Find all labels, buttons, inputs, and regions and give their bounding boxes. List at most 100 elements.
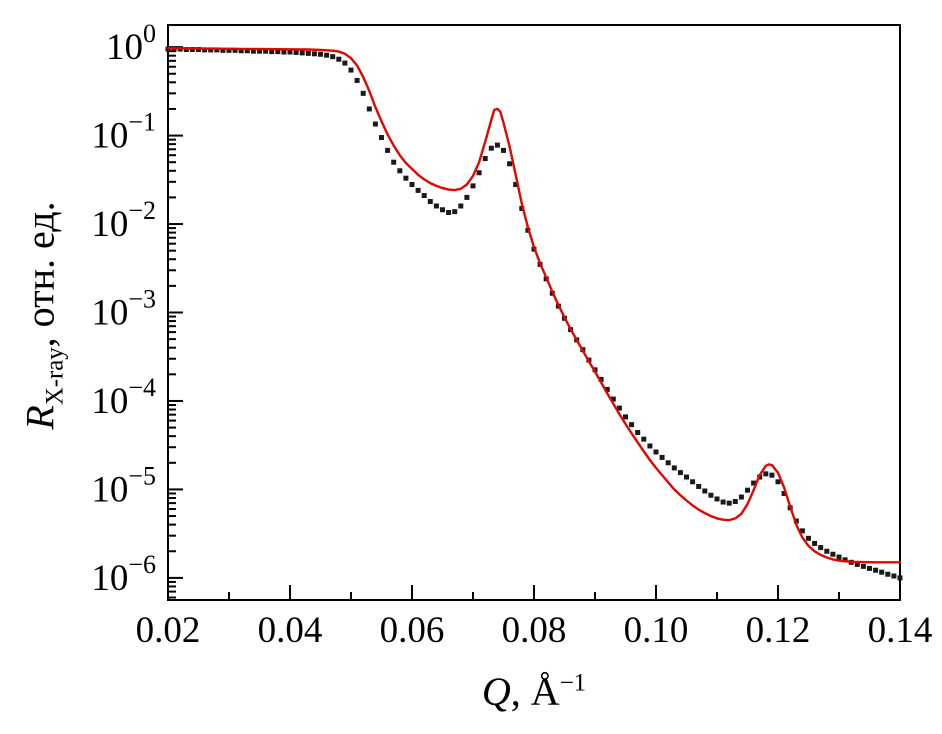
y-tick-label: 10−4 xyxy=(91,373,156,422)
data-point xyxy=(763,471,769,477)
data-point xyxy=(397,168,403,174)
data-point xyxy=(799,528,805,534)
data-point xyxy=(781,490,787,496)
data-point xyxy=(873,567,879,573)
data-point xyxy=(879,569,885,575)
x-tick-label: 0.02 xyxy=(136,610,201,651)
data-point xyxy=(244,48,250,54)
data-point xyxy=(616,405,622,411)
x-tick-label: 0.04 xyxy=(258,610,323,651)
data-point xyxy=(860,563,866,569)
x-axis-variable: Q xyxy=(481,669,511,714)
data-point xyxy=(427,198,433,204)
data-point xyxy=(775,479,781,485)
x-axis-exponent: −1 xyxy=(559,669,587,697)
x-tick-label: 0.08 xyxy=(502,610,567,651)
data-point xyxy=(641,436,647,442)
data-point xyxy=(440,207,445,213)
x-axis-label: Q, Å−1 xyxy=(168,668,900,715)
data-point xyxy=(604,386,610,392)
data-point xyxy=(464,194,470,200)
data-point xyxy=(275,49,281,55)
data-point xyxy=(257,48,262,54)
data-point xyxy=(318,51,323,57)
data-point xyxy=(214,47,220,53)
data-point xyxy=(854,561,860,567)
x-tick-label: 0.06 xyxy=(380,610,445,651)
data-point xyxy=(812,540,818,546)
y-tick-label: 10−5 xyxy=(91,461,156,510)
data-point xyxy=(232,47,238,53)
data-point xyxy=(635,430,641,436)
data-point xyxy=(830,551,836,557)
data-point xyxy=(482,156,488,162)
data-point xyxy=(446,210,452,216)
data-point xyxy=(324,52,330,58)
data-point xyxy=(348,67,354,73)
data-point xyxy=(745,487,750,493)
data-point xyxy=(458,203,464,209)
data-point xyxy=(671,465,677,471)
data-point xyxy=(726,500,732,506)
data-point xyxy=(818,545,824,551)
data-point xyxy=(433,203,439,209)
experiment-points xyxy=(165,46,903,581)
data-point xyxy=(476,170,482,176)
data-point xyxy=(269,49,275,55)
data-point xyxy=(305,50,311,56)
data-point xyxy=(372,121,378,127)
data-point xyxy=(287,49,293,55)
data-point xyxy=(342,60,348,66)
y-tick-label: 100 xyxy=(106,19,156,68)
data-point xyxy=(629,422,635,428)
data-point xyxy=(220,47,226,53)
data-point xyxy=(403,175,409,181)
y-axis-variable: R xyxy=(17,405,63,430)
x-tick-label: 0.14 xyxy=(868,610,933,651)
data-point xyxy=(738,494,744,500)
data-point xyxy=(250,48,256,54)
y-axis-units: , отн. ед. xyxy=(17,201,63,348)
data-point xyxy=(226,47,232,53)
data-point xyxy=(238,48,244,54)
data-point xyxy=(391,159,397,165)
data-point xyxy=(354,77,360,83)
data-point xyxy=(659,454,665,460)
y-axis-subscript: X-ray xyxy=(41,347,69,406)
data-point xyxy=(202,47,208,53)
data-point xyxy=(720,499,726,505)
data-point xyxy=(415,187,421,193)
data-point xyxy=(769,472,775,478)
data-point xyxy=(897,575,903,581)
y-tick-label: 10−3 xyxy=(91,285,156,334)
data-point xyxy=(379,135,384,141)
data-point xyxy=(366,106,372,112)
y-tick-label: 10−1 xyxy=(91,108,156,157)
data-point xyxy=(623,414,628,420)
y-axis-label: RX-ray, отн. ед. xyxy=(17,16,69,616)
data-point xyxy=(263,48,269,54)
data-point xyxy=(336,56,342,62)
data-point xyxy=(696,483,702,489)
data-point xyxy=(842,557,848,563)
data-point xyxy=(385,147,391,153)
data-point xyxy=(409,181,415,187)
data-point xyxy=(293,49,299,55)
data-point xyxy=(507,161,513,167)
x-axis-units: , Å xyxy=(510,669,560,714)
plot-frame xyxy=(167,24,901,601)
data-point xyxy=(208,47,214,53)
data-point xyxy=(867,565,872,571)
data-point xyxy=(470,183,476,189)
data-point xyxy=(598,376,604,382)
data-point xyxy=(891,573,897,579)
data-point xyxy=(452,209,458,215)
data-point xyxy=(330,54,336,60)
data-point xyxy=(677,470,683,476)
data-point xyxy=(513,181,519,187)
data-point xyxy=(501,147,506,153)
data-point xyxy=(684,474,689,480)
data-point xyxy=(751,480,757,486)
data-point xyxy=(299,50,305,56)
